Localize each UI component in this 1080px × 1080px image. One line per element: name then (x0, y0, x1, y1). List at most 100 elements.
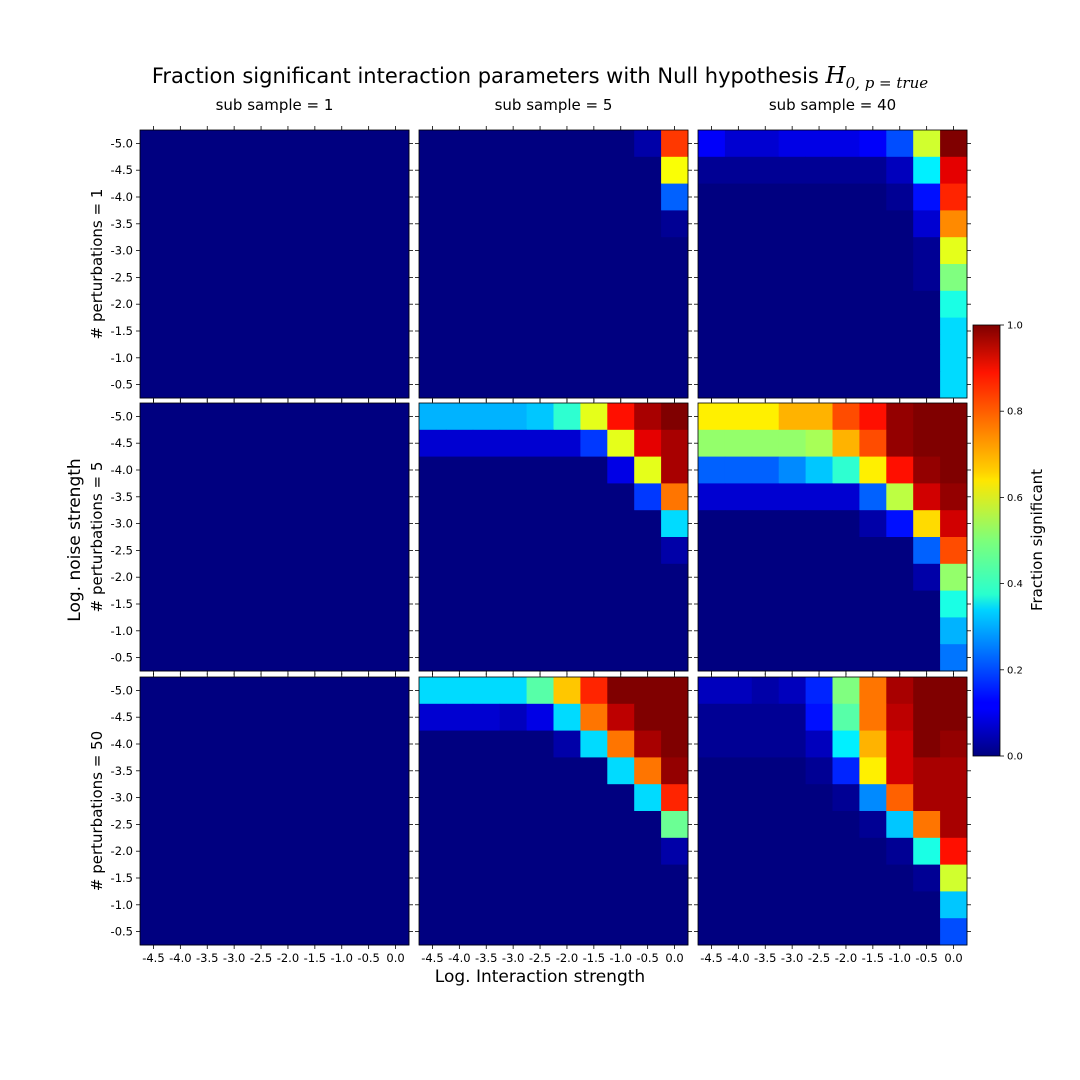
heatmap-cell (661, 918, 689, 946)
heatmap-cell (526, 537, 554, 565)
heatmap-cell (472, 837, 501, 865)
heatmap-cell (526, 811, 554, 839)
heatmap-cell (698, 344, 726, 372)
heatmap-cell (166, 590, 195, 618)
heatmap-cell (913, 183, 941, 211)
heatmap-cell (940, 918, 968, 946)
colorbar: 0.0 0.2 0.4 0.6 0.8 1.0 Fraction significant (972, 321, 1046, 763)
heatmap-cell (382, 183, 410, 211)
y-tick-label: -0.5 (111, 378, 133, 392)
heatmap-cell (247, 210, 275, 238)
heatmap-cell (805, 811, 833, 839)
heatmap-cell (661, 429, 689, 457)
heatmap-cell (886, 864, 914, 892)
heatmap-cell (698, 264, 726, 292)
heatmap-cell (499, 757, 527, 785)
heatmap-cell (859, 537, 887, 565)
heatmap-cell (634, 344, 662, 372)
x-tick-label: -4.5 (700, 951, 722, 965)
heatmap-cell (805, 429, 833, 457)
heatmap-cell (661, 156, 689, 184)
heatmap-cell (913, 156, 941, 184)
heatmap-cell (220, 483, 248, 511)
heatmap-cell (778, 483, 806, 511)
heatmap-cell (382, 837, 410, 865)
heatmap-cell (913, 429, 941, 457)
heatmap-cell (247, 590, 275, 618)
heatmap-cell (220, 730, 248, 758)
heatmap-cell (355, 703, 383, 731)
heatmap-cell (220, 456, 248, 484)
heatmap-cell (607, 703, 635, 731)
heatmap-cell (166, 703, 195, 731)
heatmap-cell (193, 290, 222, 318)
heatmap-cell (698, 290, 726, 318)
heatmap-cell (328, 590, 356, 618)
heatmap-cell (247, 811, 275, 839)
heatmap-cell (193, 703, 222, 731)
heatmap-cell (419, 563, 447, 591)
heatmap-cell (220, 290, 248, 318)
heatmap-cell (832, 644, 860, 672)
heatmap-cell (580, 183, 608, 211)
heatmap-cell (472, 264, 501, 292)
heatmap-cell (355, 130, 383, 158)
heatmap-cell (220, 837, 248, 865)
heatmap-cell (886, 510, 914, 538)
heatmap-cell (445, 510, 474, 538)
heatmap-cell (166, 677, 195, 705)
heatmap-cell (472, 891, 501, 919)
heatmap-cell (634, 429, 662, 457)
heatmap-cell (778, 703, 806, 731)
heatmap-panel-r1-c2 (415, 126, 692, 402)
heatmap-cell (751, 537, 780, 565)
heatmap-cell (301, 344, 329, 372)
heatmap-cell (193, 403, 222, 431)
heatmap-cell (859, 510, 887, 538)
panel-frame (139, 129, 410, 399)
heatmap-cell (301, 510, 329, 538)
heatmap-cell (698, 563, 726, 591)
heatmap-cell (859, 644, 887, 672)
heatmap-cell (166, 510, 195, 538)
heatmap-cell (355, 264, 383, 292)
heatmap-cell (140, 371, 168, 399)
heatmap-cell (634, 644, 662, 672)
heatmap-cell (634, 703, 662, 731)
heatmap-cell (166, 317, 195, 345)
heatmap-cell (301, 317, 329, 345)
heatmap-cell (859, 344, 887, 372)
heatmap-cell (140, 290, 168, 318)
heatmap-cell (724, 371, 753, 399)
heatmap-cell (382, 703, 410, 731)
heatmap-cell (724, 864, 753, 892)
heatmap-cell (247, 644, 275, 672)
heatmap-cell (328, 264, 356, 292)
heatmap-cell (355, 757, 383, 785)
heatmap-cell (751, 811, 780, 839)
heatmap-cell (140, 403, 168, 431)
heatmap-cell (419, 483, 447, 511)
heatmap-cell (140, 537, 168, 565)
heatmap-cell (553, 156, 581, 184)
heatmap-cell (499, 730, 527, 758)
heatmap-cell (634, 483, 662, 511)
heatmap-cell (382, 590, 410, 618)
heatmap-cell (301, 891, 329, 919)
heatmap-cell (940, 183, 968, 211)
x-tick-label: -0.5 (357, 951, 379, 965)
panel-frame (697, 402, 968, 672)
heatmap-cell (499, 264, 527, 292)
heatmap-cell (832, 891, 860, 919)
heatmap-cell (698, 590, 726, 618)
heatmap-cell (886, 537, 914, 565)
heatmap-cell (805, 590, 833, 618)
y-tick-label: -4.5 (111, 163, 133, 177)
heatmap-cell (301, 677, 329, 705)
heatmap-cell (724, 811, 753, 839)
heatmap-cell (913, 456, 941, 484)
heatmap-cell (328, 156, 356, 184)
heatmap-cell (419, 730, 447, 758)
heatmap-cell (913, 891, 941, 919)
heatmap-cell (382, 537, 410, 565)
